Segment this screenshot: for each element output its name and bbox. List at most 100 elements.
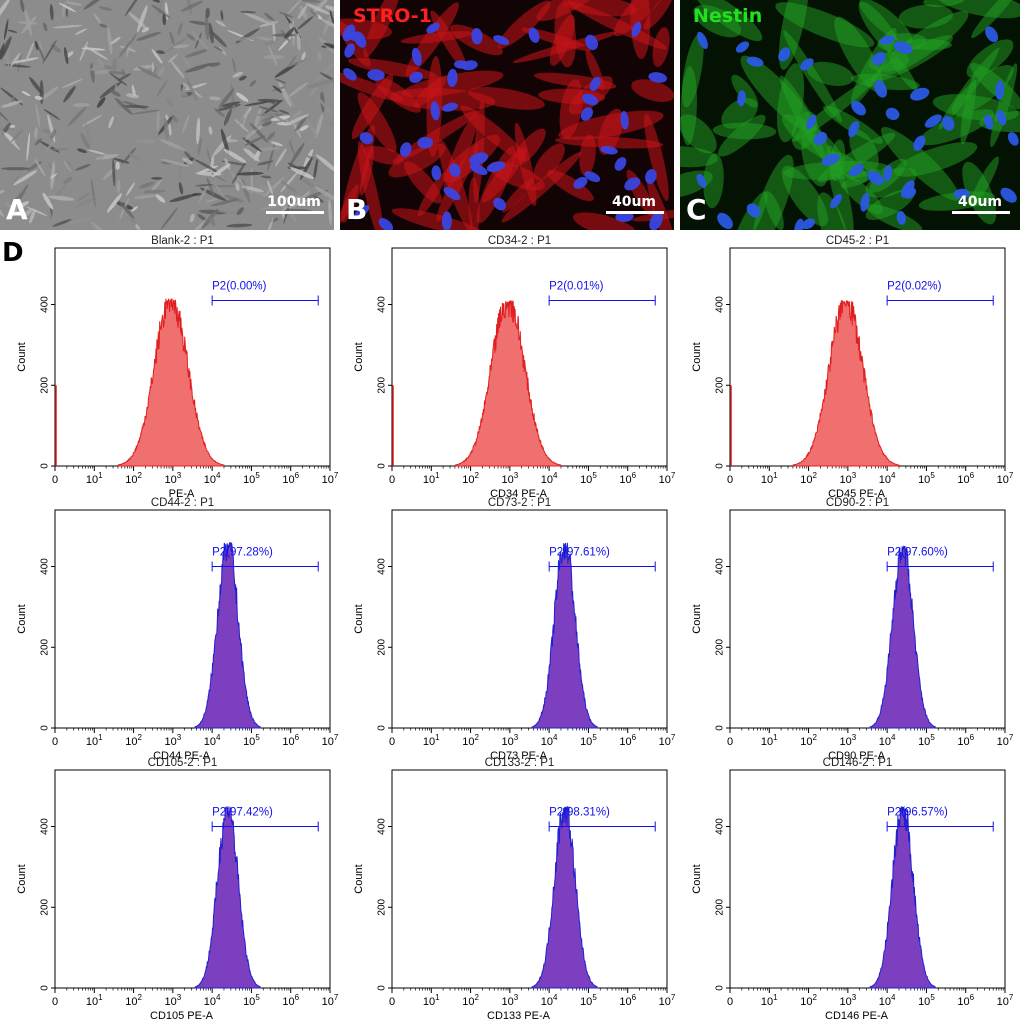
nestin-fluorescence-image xyxy=(680,0,1020,230)
nucleus xyxy=(580,107,593,121)
cell xyxy=(257,146,280,151)
cell xyxy=(223,148,247,164)
cell xyxy=(72,103,90,107)
nucleus xyxy=(1000,187,1017,203)
cell xyxy=(299,125,309,132)
nucleus xyxy=(746,56,764,67)
cell xyxy=(13,170,38,186)
cell xyxy=(152,66,157,76)
cell xyxy=(150,86,171,89)
cell xyxy=(34,126,38,140)
histogram-title: CD44-2 : P1 xyxy=(151,497,214,509)
y-tick-label: 400 xyxy=(40,558,51,575)
cell xyxy=(182,114,190,134)
x-tick-label: 106 xyxy=(957,733,974,748)
cell xyxy=(280,171,299,193)
cell xyxy=(263,54,285,60)
nestin-stained-cell xyxy=(680,146,718,168)
stro1-stained-cell xyxy=(547,169,594,202)
cell xyxy=(74,197,96,208)
nucleus xyxy=(735,41,750,53)
cell xyxy=(299,190,310,203)
nestin-stained-cell xyxy=(919,109,994,146)
histogram-area xyxy=(869,806,936,989)
nucleus xyxy=(600,145,618,155)
nucleus xyxy=(471,27,483,45)
cell xyxy=(244,135,266,146)
x-tick-label: 103 xyxy=(502,471,519,486)
cell xyxy=(287,96,294,108)
cell xyxy=(315,154,334,174)
plot-frame xyxy=(391,769,668,989)
cell xyxy=(214,183,224,197)
nucleus xyxy=(953,188,970,200)
cell xyxy=(291,110,303,119)
cell xyxy=(218,88,235,109)
nucleus xyxy=(924,114,942,128)
gate-label: P2(97.28%) xyxy=(212,547,273,559)
x-tick-label: 103 xyxy=(165,993,182,1008)
cell xyxy=(130,206,138,212)
cell xyxy=(266,217,274,230)
cell xyxy=(307,121,320,140)
cell xyxy=(58,2,76,13)
x-tick-label: 104 xyxy=(541,471,558,486)
cell xyxy=(21,208,33,219)
y-tick-label: 0 xyxy=(377,463,388,469)
x-axis-label: CD73 PE-A xyxy=(490,750,548,762)
nucleus xyxy=(582,93,599,106)
cell xyxy=(325,5,334,12)
nestin-stained-cell xyxy=(680,66,697,146)
nestin-stained-cell xyxy=(866,204,923,230)
nestin-stained-cell xyxy=(880,126,960,201)
cell xyxy=(208,22,214,44)
cell xyxy=(10,167,25,187)
cell xyxy=(303,148,314,168)
cell xyxy=(156,0,164,17)
nucleus xyxy=(746,203,761,218)
x-tick-label: 103 xyxy=(840,993,857,1008)
cell xyxy=(220,128,230,155)
nucleus xyxy=(794,218,804,230)
cell xyxy=(261,175,272,179)
cell xyxy=(287,82,309,98)
x-tick-label: 101 xyxy=(86,471,103,486)
nucleus xyxy=(359,132,374,145)
cell xyxy=(129,214,136,227)
x-tick-label: 0 xyxy=(727,736,733,748)
cell xyxy=(301,51,306,61)
x-tick-label: 103 xyxy=(840,471,857,486)
cell xyxy=(21,91,31,97)
stro1-stained-cell xyxy=(340,184,359,224)
cell xyxy=(155,194,166,203)
cell xyxy=(191,30,210,52)
cell xyxy=(178,182,184,195)
y-tick-label: 0 xyxy=(40,463,51,469)
nucleus xyxy=(441,211,452,230)
y-tick-label: 200 xyxy=(40,376,51,393)
nucleus xyxy=(879,35,895,45)
panel-letter-c: C xyxy=(686,193,707,226)
nestin-stained-cell xyxy=(752,154,794,230)
stain-label-nestin: Nestin xyxy=(693,5,763,27)
cell xyxy=(156,50,166,55)
x-tick-label: 105 xyxy=(243,733,260,748)
nucleus xyxy=(378,218,394,230)
cell xyxy=(43,108,61,120)
cell xyxy=(261,121,272,127)
nucleus xyxy=(417,136,434,149)
cell xyxy=(0,206,5,217)
cell xyxy=(165,36,189,53)
gate-label: P2(97.42%) xyxy=(212,807,273,819)
histogram-9: CD146-2 : P1 0 200 400 Count 0 101 102 103 104 105… xyxy=(691,757,1014,1022)
cell xyxy=(236,175,250,193)
cell xyxy=(328,199,332,226)
stro1-stained-cell xyxy=(497,0,551,49)
nucleus xyxy=(493,197,506,211)
cell xyxy=(96,97,106,108)
y-axis-label: Count xyxy=(16,342,28,371)
cell xyxy=(156,80,168,98)
cell xyxy=(189,213,195,223)
cell xyxy=(0,104,9,122)
cell xyxy=(266,180,274,195)
